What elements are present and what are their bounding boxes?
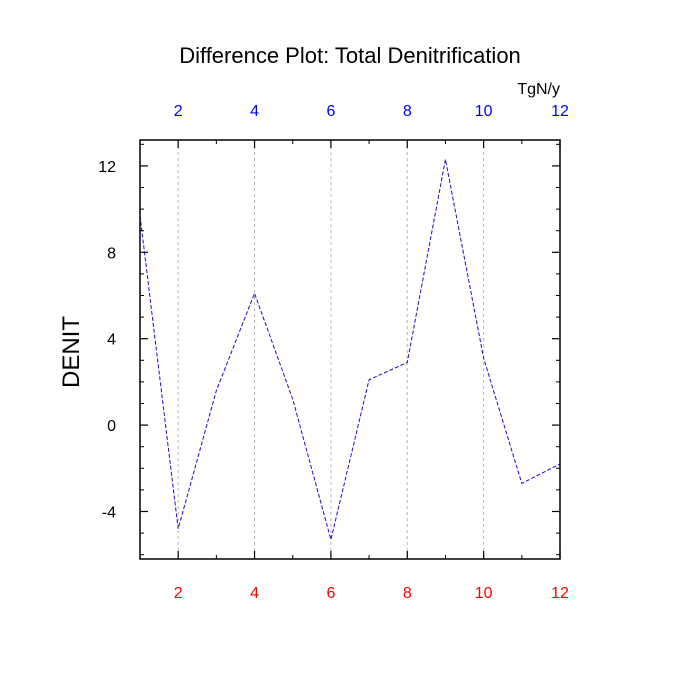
grid (177, 140, 485, 559)
x-tick-label-bottom: 4 (250, 585, 259, 602)
series-line (139, 159, 561, 540)
x-tick-label-top: 12 (551, 103, 569, 120)
axes: 2 2 4 4 6 6 8 8 10 10 12 12 -4 0 4 8 12 (98, 103, 569, 602)
y-tick-label: 12 (98, 159, 116, 176)
chart-title: Difference Plot: Total Denitrification (179, 43, 521, 68)
x-tick-label-top: 4 (250, 103, 259, 120)
y-tick-label: -4 (102, 504, 116, 521)
y-tick-label: 8 (107, 245, 116, 262)
x-tick-label-top: 2 (174, 103, 183, 120)
x-tick-label-bottom: 8 (403, 585, 412, 602)
x-tick-label-bottom: 10 (475, 585, 493, 602)
x-tick-label-bottom: 12 (551, 585, 569, 602)
units-label: TgN/y (517, 81, 560, 98)
y-tick-label: 0 (107, 418, 116, 435)
x-tick-label-top: 6 (326, 103, 335, 120)
plot-frame (139, 139, 561, 560)
y-tick-label: 4 (107, 332, 116, 349)
x-tick-label-bottom: 6 (326, 585, 335, 602)
series-layer (139, 159, 561, 540)
y-axis-label: DENIT (58, 316, 85, 388)
x-tick-label-top: 10 (475, 103, 493, 120)
x-tick-label-top: 8 (403, 103, 412, 120)
x-tick-label-bottom: 2 (174, 585, 183, 602)
